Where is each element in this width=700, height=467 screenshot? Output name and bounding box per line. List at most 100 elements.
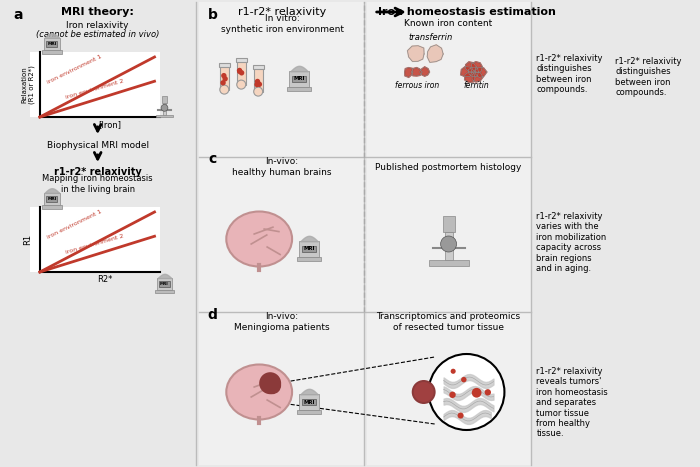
Text: MRI theory:: MRI theory: bbox=[62, 7, 134, 17]
Text: r1-r2* relaxivity
varies with the
iron mobilization
capacity across
brain region: r1-r2* relaxivity varies with the iron m… bbox=[536, 212, 607, 273]
Polygon shape bbox=[468, 67, 478, 77]
FancyBboxPatch shape bbox=[156, 115, 173, 117]
Polygon shape bbox=[419, 67, 430, 76]
Polygon shape bbox=[427, 45, 443, 63]
FancyBboxPatch shape bbox=[302, 399, 316, 405]
FancyBboxPatch shape bbox=[219, 64, 230, 67]
Circle shape bbox=[239, 70, 244, 76]
FancyBboxPatch shape bbox=[162, 96, 167, 103]
Text: ferritin: ferritin bbox=[463, 80, 489, 90]
Text: transferrin: transferrin bbox=[409, 33, 453, 42]
Text: a: a bbox=[13, 8, 22, 22]
Text: iron environment 1: iron environment 1 bbox=[47, 54, 103, 85]
Text: Relaxation
(R1 or R2*): Relaxation (R1 or R2*) bbox=[21, 65, 35, 104]
Text: MRI: MRI bbox=[303, 247, 315, 252]
FancyBboxPatch shape bbox=[302, 246, 316, 252]
FancyBboxPatch shape bbox=[297, 410, 321, 414]
FancyBboxPatch shape bbox=[220, 64, 229, 90]
Text: Known iron content: Known iron content bbox=[405, 20, 493, 28]
FancyBboxPatch shape bbox=[299, 394, 319, 410]
FancyBboxPatch shape bbox=[160, 282, 169, 287]
Circle shape bbox=[237, 69, 242, 74]
Circle shape bbox=[484, 389, 491, 396]
Circle shape bbox=[223, 76, 228, 82]
FancyBboxPatch shape bbox=[287, 87, 311, 91]
Circle shape bbox=[440, 236, 456, 252]
FancyBboxPatch shape bbox=[199, 2, 364, 465]
FancyBboxPatch shape bbox=[44, 38, 60, 50]
Text: In-vivo:
healthy human brains: In-vivo: healthy human brains bbox=[232, 157, 332, 177]
Circle shape bbox=[237, 68, 242, 73]
Text: MRI: MRI bbox=[47, 42, 57, 46]
FancyBboxPatch shape bbox=[30, 207, 160, 272]
Text: iron environment 2: iron environment 2 bbox=[65, 234, 125, 255]
Text: Mapping iron homeostasis
in the living brain: Mapping iron homeostasis in the living b… bbox=[43, 174, 153, 194]
FancyBboxPatch shape bbox=[42, 50, 62, 54]
FancyBboxPatch shape bbox=[289, 71, 309, 87]
Text: In-vivo:
Meningioma patients: In-vivo: Meningioma patients bbox=[234, 312, 330, 332]
Circle shape bbox=[461, 377, 467, 382]
Circle shape bbox=[412, 380, 435, 404]
FancyBboxPatch shape bbox=[237, 59, 246, 85]
FancyBboxPatch shape bbox=[163, 103, 166, 115]
FancyBboxPatch shape bbox=[42, 205, 62, 209]
Circle shape bbox=[221, 73, 227, 78]
FancyBboxPatch shape bbox=[30, 52, 160, 117]
Text: r1-r2* relaxivity
distinguishes
between iron
compounds.: r1-r2* relaxivity distinguishes between … bbox=[615, 57, 682, 97]
Ellipse shape bbox=[226, 365, 292, 419]
Circle shape bbox=[161, 105, 168, 111]
Circle shape bbox=[449, 391, 456, 398]
Polygon shape bbox=[472, 72, 483, 82]
Text: In vitro:
synthetic iron environment: In vitro: synthetic iron environment bbox=[220, 14, 344, 34]
Polygon shape bbox=[461, 66, 472, 77]
Text: ferrous iron: ferrous iron bbox=[395, 80, 439, 90]
Text: d: d bbox=[207, 308, 217, 322]
Text: Iron relaxivity: Iron relaxivity bbox=[66, 21, 129, 29]
Text: Transcriptomics and proteomics
of resected tumor tissue: Transcriptomics and proteomics of resect… bbox=[377, 312, 521, 332]
FancyBboxPatch shape bbox=[2, 2, 197, 465]
FancyBboxPatch shape bbox=[367, 2, 531, 465]
Text: Published postmortem histology: Published postmortem histology bbox=[375, 163, 522, 171]
Text: (cannot be estimated in vivo): (cannot be estimated in vivo) bbox=[36, 29, 160, 38]
Circle shape bbox=[257, 82, 262, 87]
Polygon shape bbox=[471, 62, 482, 73]
Text: c: c bbox=[208, 152, 216, 166]
Text: MRI: MRI bbox=[303, 399, 315, 404]
Polygon shape bbox=[466, 62, 476, 72]
Text: R2*: R2* bbox=[97, 276, 113, 284]
Text: r1-r2* relaxivity
reveals tumors'
iron homeostasis
and separates
tumor tissue
fr: r1-r2* relaxivity reveals tumors' iron h… bbox=[536, 367, 608, 439]
FancyBboxPatch shape bbox=[253, 66, 262, 92]
Circle shape bbox=[255, 79, 260, 84]
FancyBboxPatch shape bbox=[293, 76, 306, 82]
Text: iron environment 1: iron environment 1 bbox=[47, 209, 103, 240]
Text: b: b bbox=[207, 8, 217, 22]
Text: r1-r2* relaxivity: r1-r2* relaxivity bbox=[238, 7, 326, 17]
FancyBboxPatch shape bbox=[428, 260, 468, 266]
Polygon shape bbox=[412, 68, 422, 76]
Circle shape bbox=[458, 412, 463, 418]
Circle shape bbox=[220, 80, 226, 85]
FancyBboxPatch shape bbox=[46, 196, 57, 202]
Text: MRI: MRI bbox=[293, 77, 304, 82]
Text: Biophysical MRI model: Biophysical MRI model bbox=[47, 141, 149, 149]
Circle shape bbox=[254, 82, 260, 87]
FancyBboxPatch shape bbox=[442, 216, 454, 232]
Circle shape bbox=[237, 80, 246, 89]
FancyBboxPatch shape bbox=[299, 241, 319, 257]
FancyBboxPatch shape bbox=[155, 290, 174, 293]
FancyBboxPatch shape bbox=[46, 41, 57, 47]
Text: R1: R1 bbox=[23, 234, 32, 245]
Circle shape bbox=[428, 354, 505, 430]
FancyBboxPatch shape bbox=[44, 193, 60, 205]
FancyBboxPatch shape bbox=[236, 58, 246, 62]
Text: MRI: MRI bbox=[160, 282, 169, 286]
FancyBboxPatch shape bbox=[534, 2, 696, 465]
Polygon shape bbox=[405, 68, 413, 78]
Circle shape bbox=[472, 388, 482, 397]
Polygon shape bbox=[407, 46, 424, 61]
Circle shape bbox=[414, 382, 433, 402]
Text: [Iron]: [Iron] bbox=[98, 120, 121, 129]
Text: iron environment 2: iron environment 2 bbox=[65, 78, 125, 100]
Ellipse shape bbox=[226, 212, 292, 267]
Circle shape bbox=[264, 376, 281, 394]
